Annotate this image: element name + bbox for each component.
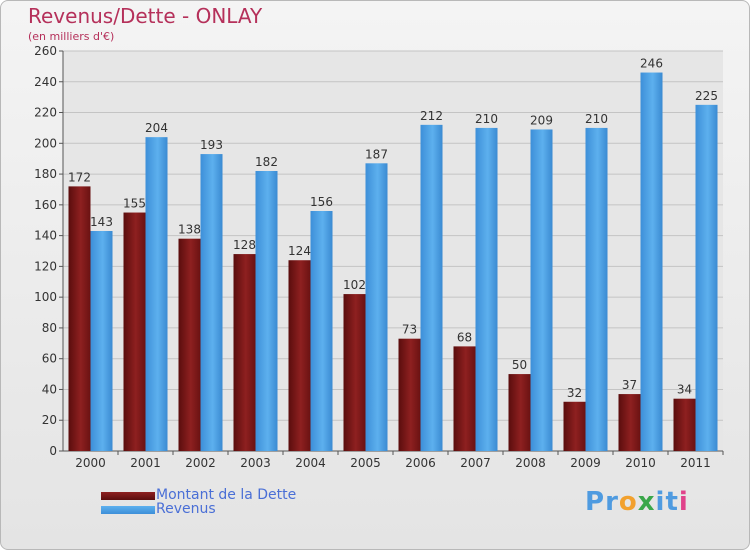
- y-tick-label: 200: [34, 136, 57, 150]
- data-label-debt: 32: [567, 386, 582, 400]
- bar-debt: [123, 212, 146, 451]
- x-tick-label: 2009: [570, 456, 601, 470]
- x-tick-label: 2000: [75, 456, 106, 470]
- data-label-revenue: 246: [640, 57, 663, 71]
- x-tick-label: 2002: [185, 456, 216, 470]
- data-label-revenue: 212: [420, 109, 443, 123]
- bar-debt: [453, 346, 476, 451]
- bar-revenue: [420, 124, 443, 451]
- data-label-revenue: 187: [365, 147, 388, 161]
- y-tick-label: 20: [42, 413, 57, 427]
- data-label-revenue: 156: [310, 195, 333, 209]
- bar-debt: [68, 186, 91, 451]
- logo-letter: o: [618, 487, 638, 517]
- data-label-debt: 155: [123, 197, 146, 211]
- data-label-revenue: 210: [585, 112, 608, 126]
- x-tick-label: 2001: [130, 456, 161, 470]
- bar-debt: [508, 374, 531, 451]
- y-tick-label: 220: [34, 106, 57, 120]
- data-label-debt: 37: [622, 378, 637, 392]
- x-tick-label: 2004: [295, 456, 326, 470]
- bar-revenue: [475, 127, 498, 451]
- x-tick-label: 2007: [460, 456, 491, 470]
- legend-swatch-debt: [101, 492, 155, 500]
- y-tick-label: 0: [49, 444, 57, 458]
- data-label-debt: 102: [343, 278, 366, 292]
- x-tick-label: 2011: [680, 456, 711, 470]
- data-label-debt: 138: [178, 223, 201, 237]
- x-tick-label: 2005: [350, 456, 381, 470]
- data-label-revenue: 210: [475, 112, 498, 126]
- data-label-revenue: 209: [530, 113, 553, 127]
- y-tick-label: 80: [42, 321, 57, 335]
- bar-revenue: [90, 231, 113, 451]
- data-label-debt: 124: [288, 244, 311, 258]
- y-tick-label: 120: [34, 259, 57, 273]
- data-label-revenue: 193: [200, 138, 223, 152]
- y-tick-label: 180: [34, 167, 57, 181]
- logo-letter: r: [605, 487, 619, 517]
- data-label-revenue: 182: [255, 155, 278, 169]
- logo-letter: i: [655, 487, 666, 517]
- data-label-debt: 73: [402, 323, 417, 337]
- x-tick-label: 2003: [240, 456, 271, 470]
- legend-swatch-revenue: [101, 506, 155, 514]
- x-tick-label: 2008: [515, 456, 546, 470]
- data-label-debt: 68: [457, 330, 472, 344]
- logo-letter: P: [585, 487, 606, 517]
- bar-revenue: [695, 104, 718, 451]
- legend-label-debt: Montant de la Dette: [156, 487, 297, 503]
- legend-label-revenue: Revenus: [156, 501, 216, 517]
- data-label-revenue: 204: [145, 121, 168, 135]
- y-tick-label: 160: [34, 198, 57, 212]
- y-tick-label: 240: [34, 75, 57, 89]
- logo-letter: i: [678, 487, 689, 517]
- bar-revenue: [640, 72, 663, 452]
- data-label-revenue: 143: [90, 215, 113, 229]
- bar-revenue: [255, 171, 278, 451]
- y-tick-label: 140: [34, 229, 57, 243]
- bar-revenue: [200, 154, 223, 452]
- bar-revenue: [145, 137, 168, 451]
- logo-letter: t: [665, 487, 679, 517]
- bar-debt: [288, 260, 311, 451]
- bar-revenue: [365, 163, 388, 452]
- plot-area: [63, 51, 723, 451]
- y-tick-label: 40: [42, 382, 57, 396]
- bar-debt: [673, 398, 696, 451]
- chart-title: Revenus/Dette - ONLAY: [28, 4, 263, 28]
- bar-debt: [563, 401, 586, 451]
- bar-debt: [178, 238, 201, 451]
- x-tick-label: 2010: [625, 456, 656, 470]
- y-tick-label: 260: [34, 44, 57, 58]
- y-tick-label: 100: [34, 290, 57, 304]
- bar-debt: [618, 394, 641, 451]
- x-tick-label: 2006: [405, 456, 436, 470]
- data-label-debt: 128: [233, 238, 256, 252]
- bar-revenue: [585, 127, 608, 451]
- y-tick-label: 60: [42, 352, 57, 366]
- logo-letter: x: [637, 487, 656, 517]
- data-label-debt: 172: [68, 170, 91, 184]
- data-label-debt: 50: [512, 358, 527, 372]
- data-label-revenue: 225: [695, 89, 718, 103]
- proxiti-logo: Proxiti: [585, 487, 689, 517]
- bar-debt: [343, 294, 366, 451]
- data-label-debt: 34: [677, 383, 692, 397]
- bar-debt: [233, 254, 256, 451]
- bar-debt: [398, 338, 421, 451]
- chart-subtitle: (en milliers d'€): [28, 30, 115, 43]
- bar-revenue: [310, 211, 333, 451]
- bar-revenue: [530, 129, 553, 451]
